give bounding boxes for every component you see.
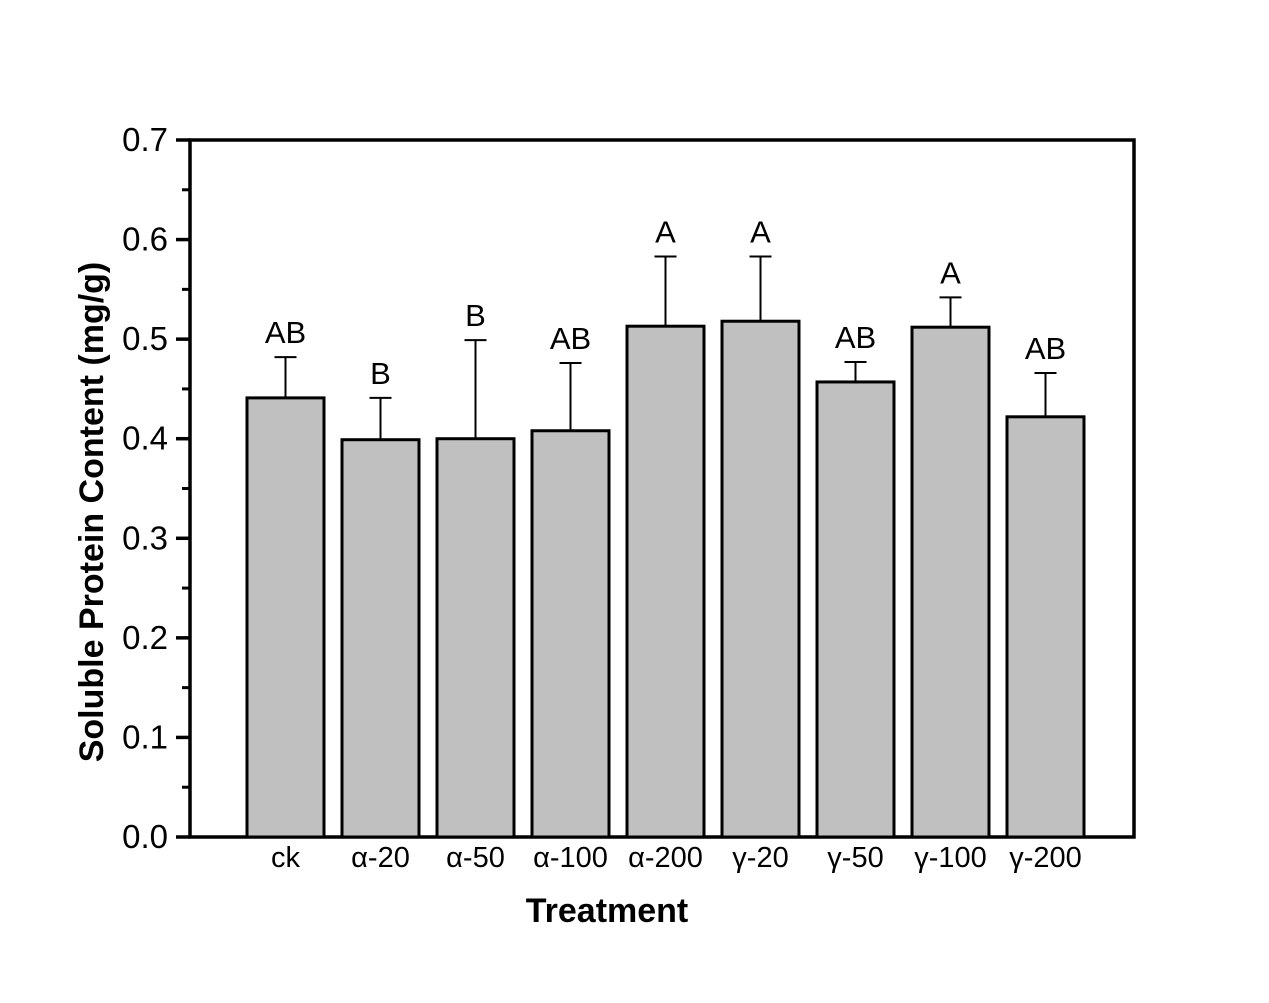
bar-α-200 bbox=[625, 324, 706, 839]
significance-letter-α-50: B bbox=[465, 298, 486, 333]
bar-ck bbox=[245, 396, 326, 839]
bar-α-100 bbox=[530, 429, 611, 839]
y-axis-title: Soluble Protein Content (mg/g) bbox=[73, 262, 111, 763]
bar-α-20 bbox=[340, 438, 421, 839]
x-tick-label-γ-50: γ-50 bbox=[827, 842, 883, 874]
plot-area: 0.0 0.1 0.2 0.3 0.4 0.5 0.6 0.7 AB ck Bα-20 Bα-50 AB… bbox=[122, 121, 1136, 874]
y-tick-label: 0.4 bbox=[122, 420, 168, 457]
x-tick-label-ck: ck bbox=[271, 842, 301, 874]
x-tick-label-α-200: α-200 bbox=[628, 842, 703, 874]
y-tick-label: 0.0 bbox=[122, 818, 168, 855]
x-tick-label-γ-200: γ-200 bbox=[1009, 842, 1082, 874]
y-tick-label: 0.3 bbox=[122, 519, 168, 556]
significance-letter-α-100: AB bbox=[550, 321, 591, 356]
y-tick-label: 0.1 bbox=[122, 718, 168, 755]
significance-letter-γ-200: AB bbox=[1025, 331, 1066, 366]
y-tick-label: 0.2 bbox=[122, 619, 168, 656]
x-axis-title: Treatment bbox=[526, 892, 689, 930]
significance-letter-γ-50: AB bbox=[835, 320, 876, 355]
y-tick-label: 0.7 bbox=[122, 121, 168, 158]
x-tick-label-α-100: α-100 bbox=[533, 842, 608, 874]
x-tick-label-α-50: α-50 bbox=[446, 842, 505, 874]
significance-letter-γ-20: A bbox=[750, 214, 771, 249]
significance-letter-ck: AB bbox=[265, 315, 306, 350]
bar-α-50 bbox=[435, 437, 516, 839]
significance-letter-α-20: B bbox=[370, 356, 391, 391]
significance-letter-α-200: A bbox=[655, 214, 676, 249]
bar-γ-50 bbox=[815, 380, 896, 839]
bar-γ-200 bbox=[1005, 415, 1086, 839]
x-tick-label-γ-20: γ-20 bbox=[732, 842, 788, 874]
bar-γ-20 bbox=[720, 319, 801, 839]
x-tick-label-γ-100: γ-100 bbox=[914, 842, 987, 874]
y-tick-label: 0.5 bbox=[122, 320, 168, 357]
x-tick-label-α-20: α-20 bbox=[351, 842, 410, 874]
bar-γ-100 bbox=[910, 325, 991, 839]
y-tick-label: 0.6 bbox=[122, 221, 168, 258]
significance-letter-γ-100: A bbox=[940, 255, 961, 290]
